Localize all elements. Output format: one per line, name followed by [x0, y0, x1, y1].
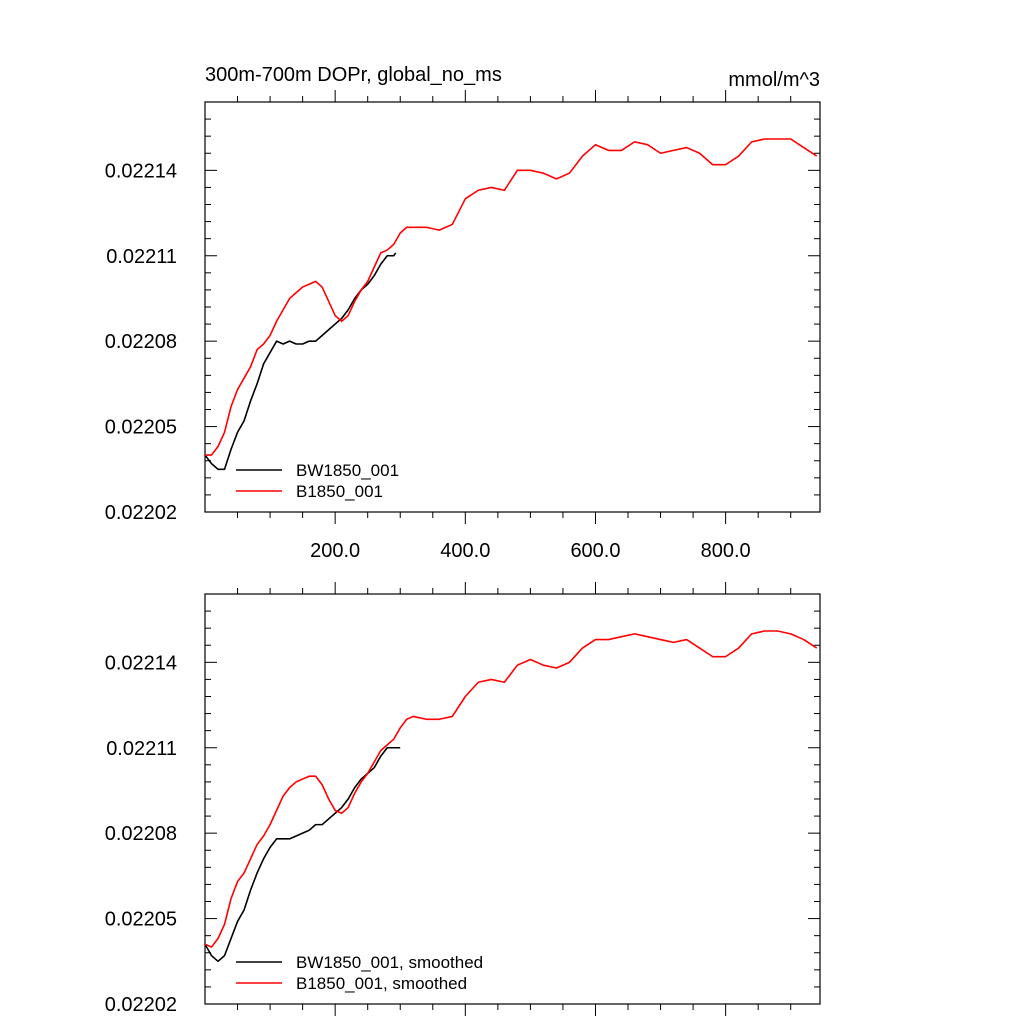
- legend-label-b1850: B1850_001: [296, 482, 383, 501]
- y-tick-label: 0.02205: [105, 909, 177, 931]
- y-tick-labels: 0.02202 0.02205 0.02208 0.02211 0.02214: [105, 160, 177, 524]
- x-tick-label: 200.0: [310, 540, 360, 562]
- y-tick-label: 0.02208: [105, 823, 177, 845]
- chart-title: 300m-700m DOPr, global_no_ms: [205, 64, 502, 86]
- legend: BW1850_001, smoothed B1850_001, smoothed: [236, 953, 483, 993]
- chart-panel-top: 300m-700m DOPr, global_no_ms mmol/m^3 0.…: [105, 64, 821, 562]
- y-tick-label: 0.02214: [105, 652, 177, 674]
- y-tick-label: 0.02208: [105, 331, 177, 353]
- x-tick-label: 600.0: [570, 540, 620, 562]
- y-tick-label: 0.02205: [105, 417, 177, 439]
- y-tick-label: 0.02211: [106, 246, 177, 268]
- x-tick-label: 400.0: [440, 540, 490, 562]
- y-tick-label: 0.02202: [105, 994, 177, 1016]
- series-line-1: [204, 630, 818, 948]
- chart-panel-bottom: 0.02202 0.02205 0.02208 0.02211 0.02214 BW18…: [105, 582, 821, 1016]
- tick-marks: [205, 90, 820, 524]
- series-line-1: [205, 138, 818, 456]
- legend-label-bw1850: BW1850_001: [296, 461, 399, 480]
- y-tick-labels: 0.02202 0.02205 0.02208 0.02211 0.02214: [105, 652, 177, 1016]
- y-tick-label: 0.02214: [105, 160, 177, 182]
- series-layer: [204, 630, 818, 963]
- y-tick-label: 0.02202: [105, 502, 177, 524]
- legend-label-bw1850-smoothed: BW1850_001, smoothed: [296, 953, 483, 972]
- series-layer: [204, 138, 818, 471]
- legend-label-b1850-smoothed: B1850_001, smoothed: [296, 974, 467, 993]
- tick-marks: [205, 582, 820, 1016]
- series-line-0: [204, 252, 397, 471]
- x-tick-label: 800.0: [701, 540, 751, 562]
- x-tick-labels: 200.0 400.0 600.0 800.0: [310, 540, 751, 562]
- chart-units: mmol/m^3: [728, 69, 820, 91]
- y-tick-label: 0.02211: [106, 738, 177, 760]
- legend: BW1850_001 B1850_001: [236, 461, 399, 501]
